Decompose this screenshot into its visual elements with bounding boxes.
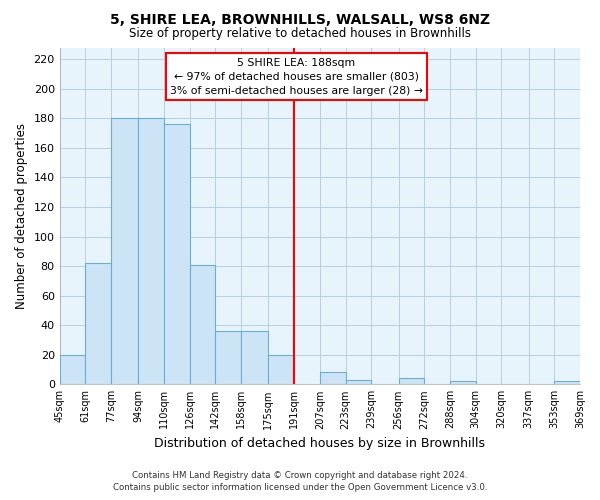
Text: 5 SHIRE LEA: 188sqm
← 97% of detached houses are smaller (803)
3% of semi-detach: 5 SHIRE LEA: 188sqm ← 97% of detached ho… (170, 58, 423, 96)
Bar (320, 372, 346, 384)
Bar (268, 355, 294, 384)
Text: Size of property relative to detached houses in Brownhills: Size of property relative to detached ho… (129, 28, 471, 40)
Bar (215, 331, 241, 384)
Y-axis label: Number of detached properties: Number of detached properties (15, 123, 28, 309)
Text: Contains HM Land Registry data © Crown copyright and database right 2024.
Contai: Contains HM Land Registry data © Crown c… (113, 471, 487, 492)
Bar (111, 118, 139, 384)
Bar (398, 378, 424, 384)
Bar (554, 382, 580, 384)
Bar (164, 124, 190, 384)
Bar (346, 380, 371, 384)
Bar (85, 263, 111, 384)
Text: 5, SHIRE LEA, BROWNHILLS, WALSALL, WS8 6NZ: 5, SHIRE LEA, BROWNHILLS, WALSALL, WS8 6… (110, 12, 490, 26)
Bar (59, 355, 85, 384)
Bar (139, 118, 164, 384)
X-axis label: Distribution of detached houses by size in Brownhills: Distribution of detached houses by size … (154, 437, 485, 450)
Bar (190, 264, 215, 384)
Bar (241, 331, 268, 384)
Bar (450, 382, 476, 384)
